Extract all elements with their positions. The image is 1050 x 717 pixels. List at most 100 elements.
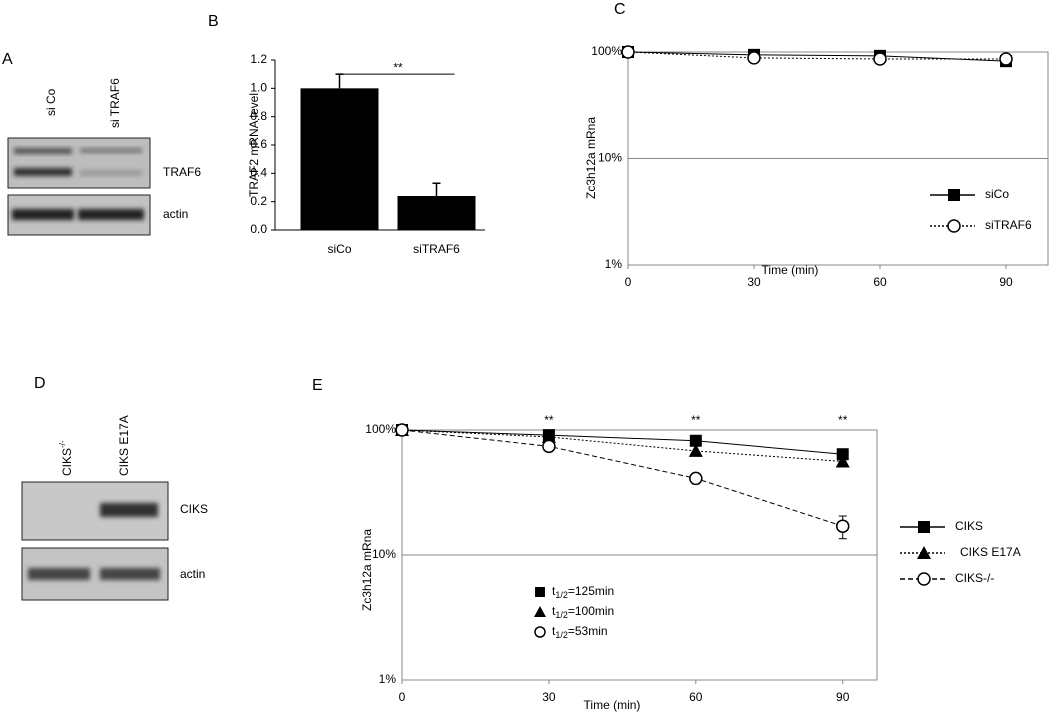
legend-marker xyxy=(947,219,961,233)
y-tick-label: 100% xyxy=(591,44,622,58)
x-axis-label: Time (min) xyxy=(584,698,641,712)
y-tick-label: 0.4 xyxy=(250,166,267,180)
band-label: CIKS xyxy=(180,502,208,516)
panel-label: D xyxy=(34,375,46,392)
panel-label: A xyxy=(2,51,13,68)
blot-band xyxy=(100,568,160,580)
x-tick-label: 60 xyxy=(873,275,887,289)
bar xyxy=(300,88,379,230)
annotation: ** xyxy=(691,413,701,427)
band-label: TRAF6 xyxy=(163,165,201,179)
x-tick-label: 90 xyxy=(999,275,1013,289)
panel-label: B xyxy=(208,13,219,30)
lane-label: si Co xyxy=(44,88,58,116)
panel-label: E xyxy=(312,377,323,394)
legend-label: siCo xyxy=(985,187,1009,201)
halflife-suffix: =100min xyxy=(568,604,614,618)
y-tick-label: 1% xyxy=(379,672,397,686)
halflife-prefix: t xyxy=(552,604,556,618)
halflife-suffix: =125min xyxy=(568,584,614,598)
series-line xyxy=(627,51,1006,60)
legend-label: CIKS E17A xyxy=(960,545,1021,559)
marker xyxy=(689,434,702,447)
halflife-marker xyxy=(534,606,546,617)
halflife-label: t1/2=53min xyxy=(552,624,608,640)
y-tick-label: 10% xyxy=(598,151,622,165)
blot-band xyxy=(100,503,158,517)
y-tick-label: 1% xyxy=(605,257,623,271)
blot-band xyxy=(14,168,72,176)
marker xyxy=(836,448,849,461)
series-line xyxy=(401,429,843,462)
legend-label: CIKS xyxy=(955,519,983,533)
x-tick-label: siCo xyxy=(327,242,351,256)
marker xyxy=(747,51,761,65)
blot-band xyxy=(78,209,144,220)
series-line xyxy=(401,429,843,527)
lane-label: CIKS-/- xyxy=(58,440,74,476)
blot-band xyxy=(14,148,72,154)
legend-marker xyxy=(948,189,960,201)
halflife-marker xyxy=(534,626,546,638)
halflife-suffix: =53min xyxy=(568,624,608,638)
halflife-label: t1/2=125min xyxy=(552,584,614,600)
marker xyxy=(541,429,556,443)
legend-label: siTRAF6 xyxy=(985,218,1032,232)
marker xyxy=(621,45,635,59)
halflife-sub: 1/2 xyxy=(555,630,568,640)
blot-band xyxy=(80,170,142,176)
lane-label-sup: -/- xyxy=(58,440,67,448)
band-label: actin xyxy=(163,207,188,221)
legend-label: CIKS-/- xyxy=(955,571,994,585)
halflife-prefix: t xyxy=(552,584,556,598)
x-tick-label: 90 xyxy=(836,690,850,704)
marker xyxy=(835,519,850,533)
blot-frame xyxy=(7,137,151,189)
blot xyxy=(21,481,169,601)
halflife-label: t1/2=100min xyxy=(552,604,614,620)
y-axis-label: Zc3h12a mRna xyxy=(584,117,598,199)
x-tick-label: 30 xyxy=(747,275,761,289)
marker xyxy=(689,471,703,486)
legend-marker xyxy=(918,521,930,533)
y-tick-label: 1.0 xyxy=(250,81,267,95)
marker xyxy=(999,52,1013,66)
blot-band xyxy=(28,568,90,580)
y-tick-label: 0.6 xyxy=(250,137,267,151)
y-tick-label: 0.0 xyxy=(250,222,267,236)
band-label: actin xyxy=(180,567,205,581)
y-axis-label: Zc3h12a mRna xyxy=(360,529,374,611)
series-line xyxy=(627,51,1007,62)
x-tick-label: 30 xyxy=(542,690,556,704)
legend-marker xyxy=(917,572,931,586)
x-tick-label: siTRAF6 xyxy=(413,242,460,256)
halflife-prefix: t xyxy=(552,624,556,638)
marker xyxy=(542,439,556,454)
blot-band xyxy=(12,209,74,220)
series-line xyxy=(401,429,843,455)
marker xyxy=(835,454,850,468)
x-tick-label: 0 xyxy=(399,690,406,704)
marker xyxy=(688,443,703,457)
marker xyxy=(873,52,887,66)
halflife-sub: 1/2 xyxy=(555,610,568,620)
blot xyxy=(7,137,151,236)
lane-label: CIKS E17A xyxy=(117,415,131,476)
bar xyxy=(397,196,476,230)
halflife-marker xyxy=(535,587,545,597)
halflife-sub: 1/2 xyxy=(555,590,568,600)
panel-label: C xyxy=(614,1,626,18)
blot-band xyxy=(80,148,142,153)
x-tick-label: 60 xyxy=(689,690,703,704)
y-tick-label: 1.2 xyxy=(250,52,267,66)
y-tick-label: 0.8 xyxy=(250,109,267,123)
y-tick-label: 10% xyxy=(372,547,396,561)
legend-marker xyxy=(917,546,931,559)
annotation: ** xyxy=(838,413,848,427)
y-tick-label: 100% xyxy=(365,422,396,436)
x-tick-label: 0 xyxy=(625,275,632,289)
lane-label: si TRAF6 xyxy=(108,78,122,128)
significance-label: ** xyxy=(393,60,403,74)
annotation: ** xyxy=(544,413,554,427)
